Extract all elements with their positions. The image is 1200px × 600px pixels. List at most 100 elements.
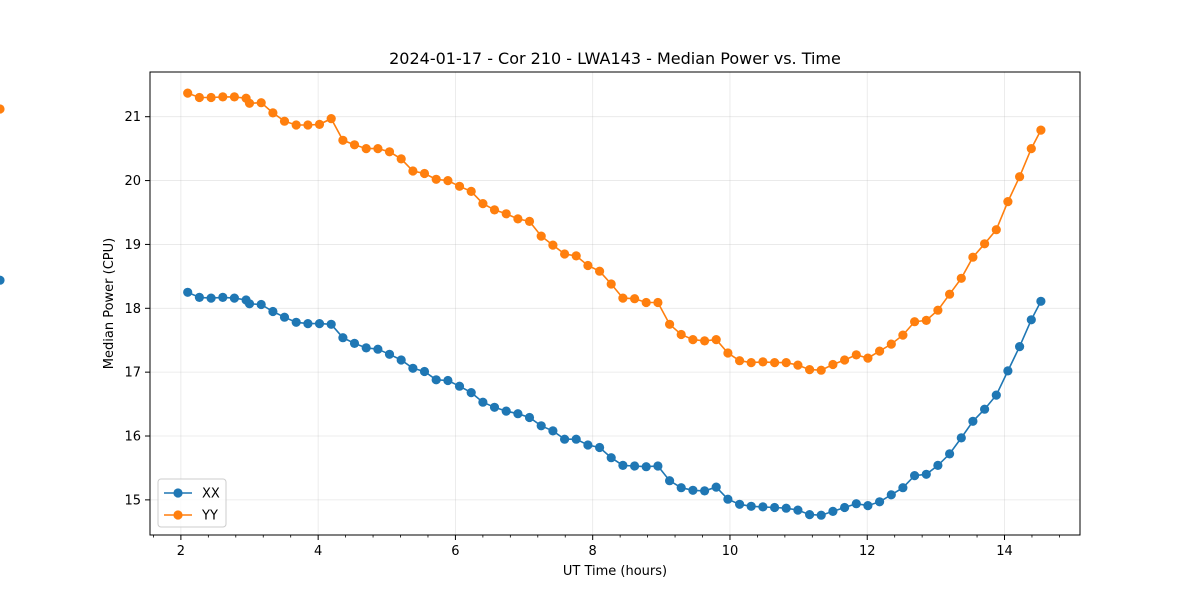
legend-marker-xx bbox=[173, 488, 183, 498]
data-point-xx bbox=[489, 402, 500, 412]
data-point-xx bbox=[1015, 342, 1025, 352]
data-point-yy bbox=[770, 358, 780, 368]
data-point-yy bbox=[256, 98, 266, 108]
y-tick-label: 17 bbox=[124, 366, 141, 381]
data-point-yy bbox=[408, 166, 418, 176]
data-point-yy bbox=[0, 104, 5, 114]
data-point-xx bbox=[361, 343, 371, 353]
data-point-yy bbox=[945, 289, 955, 299]
data-point-xx bbox=[980, 404, 990, 414]
x-tick-label: 14 bbox=[996, 544, 1013, 559]
data-point-yy bbox=[956, 273, 966, 283]
data-point-yy bbox=[980, 239, 990, 249]
data-point-yy bbox=[326, 114, 336, 124]
data-point-yy bbox=[338, 135, 348, 145]
data-point-yy bbox=[443, 176, 453, 186]
data-point-xx bbox=[781, 503, 791, 513]
data-point-yy bbox=[723, 348, 733, 358]
x-tick-label: 12 bbox=[859, 544, 876, 559]
legend-label-xx: XX bbox=[202, 487, 220, 502]
data-point-yy bbox=[805, 365, 815, 375]
data-point-xx bbox=[244, 299, 255, 309]
x-tick-label: 2 bbox=[177, 544, 185, 559]
chart-title: 2024-01-17 - Cor 210 - LWA143 - Median P… bbox=[389, 49, 841, 68]
data-point-yy bbox=[641, 297, 651, 308]
data-point-xx bbox=[229, 293, 239, 303]
data-point-yy bbox=[886, 339, 896, 349]
data-point-xx bbox=[606, 453, 616, 463]
data-point-yy bbox=[454, 181, 465, 191]
data-point-yy bbox=[349, 140, 360, 150]
data-point-xx bbox=[921, 469, 931, 479]
data-point-yy bbox=[781, 358, 791, 368]
y-tick-label: 21 bbox=[124, 110, 141, 125]
x-axis-label: UT Time (hours) bbox=[563, 564, 667, 579]
data-point-yy bbox=[279, 116, 290, 126]
data-point-xx bbox=[618, 460, 628, 470]
data-point-yy bbox=[606, 279, 616, 289]
data-point-yy bbox=[291, 120, 301, 130]
data-point-yy bbox=[991, 225, 1001, 235]
data-point-xx bbox=[571, 434, 581, 444]
data-point-xx bbox=[1036, 296, 1046, 306]
data-point-xx bbox=[851, 499, 861, 509]
data-point-xx bbox=[991, 390, 1001, 400]
data-point-yy bbox=[653, 297, 663, 308]
data-point-xx bbox=[746, 501, 756, 511]
data-point-yy bbox=[700, 336, 710, 346]
data-point-xx bbox=[396, 355, 406, 365]
data-point-xx bbox=[933, 460, 943, 470]
data-point-yy bbox=[746, 358, 756, 368]
data-point-xx bbox=[793, 505, 803, 515]
data-point-xx bbox=[524, 412, 535, 423]
data-point-xx bbox=[968, 416, 978, 426]
data-point-xx bbox=[349, 338, 360, 348]
data-point-yy bbox=[1003, 197, 1013, 207]
y-tick-label: 16 bbox=[124, 430, 141, 445]
grid bbox=[150, 72, 1080, 535]
data-point-yy bbox=[758, 357, 768, 367]
data-point-xx bbox=[454, 381, 465, 391]
data-point-xx bbox=[875, 497, 885, 507]
x-tick-label: 8 bbox=[589, 544, 597, 559]
data-point-xx bbox=[898, 483, 908, 493]
data-point-xx bbox=[419, 366, 430, 377]
data-point-yy bbox=[968, 252, 978, 262]
data-point-yy bbox=[828, 359, 838, 370]
x-tick-label: 4 bbox=[314, 544, 322, 559]
data-point-yy bbox=[630, 294, 640, 304]
data-point-xx bbox=[583, 440, 593, 450]
data-point-yy bbox=[618, 293, 628, 303]
data-point-yy bbox=[921, 315, 931, 325]
data-point-xx bbox=[665, 476, 675, 486]
legend-marker-yy bbox=[173, 510, 183, 520]
data-point-yy bbox=[419, 168, 430, 179]
data-point-yy bbox=[396, 154, 406, 164]
data-point-xx bbox=[183, 287, 193, 297]
data-point-xx bbox=[653, 461, 663, 471]
y-tick-label: 19 bbox=[124, 238, 141, 253]
data-point-yy bbox=[816, 365, 826, 375]
data-point-yy bbox=[373, 144, 383, 154]
data-point-yy bbox=[665, 319, 675, 329]
data-point-xx bbox=[688, 485, 698, 495]
data-point-yy bbox=[206, 92, 216, 103]
data-point-xx bbox=[676, 483, 686, 493]
data-point-xx bbox=[910, 471, 920, 481]
data-point-xx bbox=[314, 319, 325, 329]
data-point-xx bbox=[256, 299, 266, 310]
data-point-xx bbox=[723, 494, 733, 504]
data-point-yy bbox=[863, 353, 873, 363]
data-point-xx bbox=[431, 375, 441, 385]
legend: XX YY bbox=[157, 478, 227, 528]
plot-frame bbox=[149, 71, 1081, 536]
x-tick-label: 6 bbox=[451, 544, 459, 559]
data-point-yy bbox=[583, 260, 593, 271]
data-point-xx bbox=[443, 375, 453, 386]
data-point-yy bbox=[571, 251, 581, 261]
data-point-xx bbox=[758, 502, 768, 512]
data-point-yy bbox=[735, 356, 745, 366]
data-point-yy bbox=[478, 199, 488, 209]
data-point-yy bbox=[933, 305, 943, 315]
